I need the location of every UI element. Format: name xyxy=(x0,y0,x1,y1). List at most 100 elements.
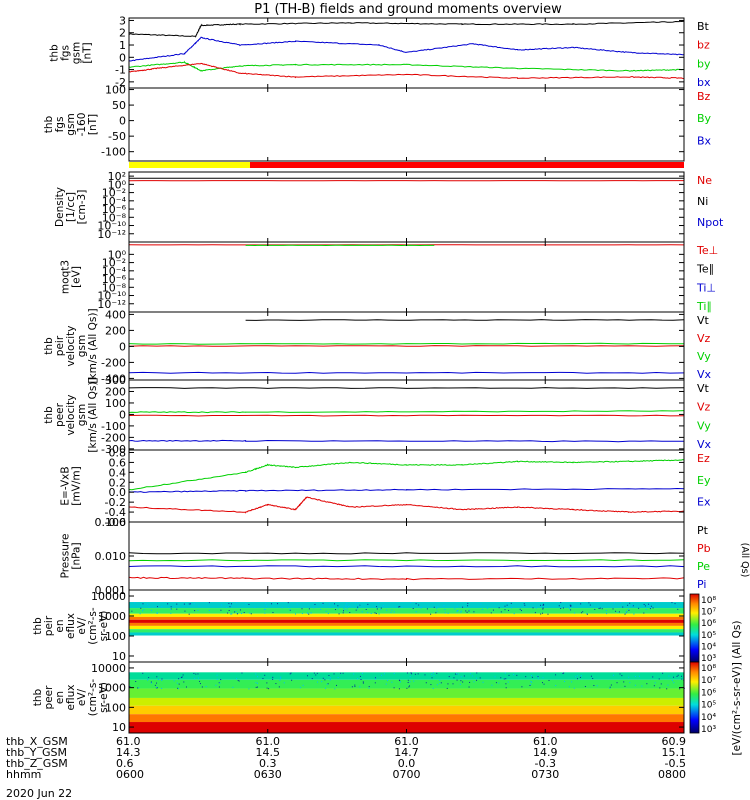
speckle xyxy=(580,612,582,614)
y-axis-label: fgs xyxy=(54,117,66,133)
y-tick-label: 0.0 xyxy=(109,486,127,499)
y-tick-label: -1 xyxy=(115,64,126,77)
speckle xyxy=(311,678,313,680)
y-tick-label: 0.4 xyxy=(109,466,127,479)
speckle xyxy=(576,678,578,680)
speckle xyxy=(316,672,318,674)
y-axis-label: fgs xyxy=(60,45,72,61)
y-axis-label: sr-eV) xyxy=(98,611,110,642)
speckle xyxy=(330,677,332,679)
series-line xyxy=(128,36,684,62)
speckle xyxy=(609,687,611,689)
x-axis-value: 0.3 xyxy=(259,757,277,770)
speckle xyxy=(272,676,274,678)
speckle xyxy=(238,680,240,682)
y-tick-label: 3 xyxy=(119,14,126,27)
speckle xyxy=(475,677,477,679)
y-tick-label: -0.2 xyxy=(105,496,126,509)
speckle xyxy=(562,673,564,675)
speckle xyxy=(504,605,506,607)
speckle xyxy=(599,607,601,609)
speckle xyxy=(235,611,237,613)
speckle xyxy=(674,603,676,605)
y-axis-label: en xyxy=(54,691,66,704)
speckle xyxy=(624,613,626,615)
speckle xyxy=(346,607,348,609)
speckle xyxy=(568,686,570,688)
legend-entry: Bt xyxy=(697,20,710,33)
speckle xyxy=(592,677,594,679)
speckle xyxy=(150,682,152,684)
speckle xyxy=(383,673,385,675)
speckle xyxy=(436,607,438,609)
x-axis-value: 14.9 xyxy=(533,746,558,759)
speckle xyxy=(598,607,600,609)
speckle xyxy=(146,603,148,605)
y-tick-label: -100 xyxy=(101,420,126,433)
series-line xyxy=(128,552,685,555)
speckle xyxy=(243,612,245,614)
series-line xyxy=(128,371,685,374)
y-axis-label: [eV] xyxy=(71,266,83,288)
speckle xyxy=(589,604,591,606)
speckle xyxy=(308,608,310,610)
y-tick-label: 200 xyxy=(105,385,126,398)
spectrogram-band xyxy=(129,619,684,623)
y-axis-label: [km/s (All Qs)] xyxy=(87,377,99,452)
x-axis-value: 0.6 xyxy=(116,757,134,770)
speckle xyxy=(439,679,441,681)
speckle xyxy=(525,676,527,678)
speckle xyxy=(626,611,628,613)
speckle xyxy=(232,686,234,688)
speckle xyxy=(357,606,359,608)
mode-bar-yellow xyxy=(129,162,250,168)
y-axis-label: sr-eV) xyxy=(98,682,110,713)
speckle xyxy=(307,612,309,614)
speckle xyxy=(468,686,470,688)
speckle xyxy=(266,687,268,689)
y-tick-label: 10⁻² xyxy=(102,257,126,270)
speckle xyxy=(216,674,218,676)
speckle xyxy=(650,607,652,609)
speckle xyxy=(653,685,655,687)
speckle xyxy=(337,677,339,679)
legend-entry: Pe xyxy=(697,560,710,573)
speckle xyxy=(570,605,572,607)
speckle xyxy=(256,682,258,684)
speckle xyxy=(660,683,662,685)
speckle xyxy=(658,678,660,680)
speckle xyxy=(494,676,496,678)
speckle xyxy=(500,677,502,679)
speckle xyxy=(466,611,468,613)
speckle xyxy=(351,686,353,688)
speckle xyxy=(391,609,393,611)
speckle xyxy=(354,684,356,686)
speckle xyxy=(278,686,280,688)
speckle xyxy=(248,603,250,605)
speckle xyxy=(142,603,144,605)
speckle xyxy=(359,686,361,688)
y-axis-label: gsm xyxy=(76,335,88,357)
legend-entry: bx xyxy=(697,76,711,89)
speckle xyxy=(357,608,359,610)
speckle xyxy=(468,609,470,611)
speckle xyxy=(540,604,542,606)
series-line xyxy=(128,459,685,491)
speckle xyxy=(229,606,231,608)
panel-fgs_gsm_offset: 100 50 0 -50 -100 thb fgs gsm -160 [nT] Bz By Bx xyxy=(43,84,712,162)
x-axis-value: 0730 xyxy=(531,768,559,781)
speckle xyxy=(228,602,230,604)
speckle xyxy=(156,686,158,688)
colorbar-tick-label: 10⁴ xyxy=(701,642,716,652)
speckle xyxy=(310,612,312,614)
speckle xyxy=(616,682,618,684)
spectrogram-band xyxy=(129,705,684,715)
speckle xyxy=(492,609,494,611)
speckle xyxy=(612,608,614,610)
speckle xyxy=(505,678,507,680)
speckle xyxy=(399,681,401,683)
speckle xyxy=(457,609,459,611)
speckle xyxy=(576,675,578,677)
panel-frame xyxy=(128,241,685,313)
legend-entry: Ex xyxy=(697,496,711,509)
